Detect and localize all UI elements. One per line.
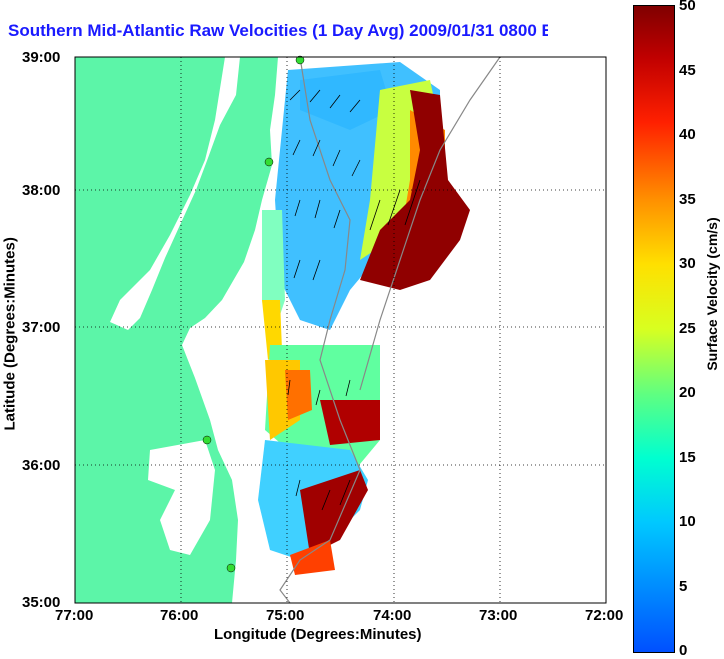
colorbar-tick: 45 [679,62,696,79]
colorbar-tick: 35 [679,191,696,208]
shelf-contour [279,56,501,604]
velocity-arrows [287,89,421,511]
map-frame [74,56,607,604]
colorbar-tick: 40 [679,126,696,143]
colorbar-tick: 50 [679,0,696,14]
colorbar-tick: 30 [679,255,696,272]
colorbar-tick: 20 [679,384,696,401]
lon-tick: 72:00 [585,607,624,624]
colorbar [633,5,675,653]
x-axis-label: Longitude (Degrees:Minutes) [214,626,422,643]
land-mass [75,57,278,603]
colorbar-tick: 10 [679,513,696,530]
y-axis-label: Latitude (Degrees:Minutes) [1,237,19,431]
lat-tick: 36:00 [22,457,61,474]
lon-tick: 76:00 [160,607,199,624]
colorbar-label: Surface Velocity (cm/s) [704,217,720,371]
lat-tick: 37:00 [22,319,61,336]
colorbar-tick: 5 [679,578,688,595]
map-title: Southern Mid-Atlantic Raw Velocities (1 … [8,21,548,40]
bay-water [110,57,240,330]
radar-stations [202,55,305,573]
lat-tick: 35:00 [22,594,61,611]
lon-tick: 77:00 [55,607,94,624]
lon-tick: 75:00 [266,607,305,624]
colorbar-tick: 0 [679,642,688,659]
lon-tick: 74:00 [373,607,412,624]
colorbar-tick: 25 [679,320,696,337]
grid-lines [75,57,606,603]
velocity-field [258,62,470,575]
lon-tick: 73:00 [479,607,518,624]
colorbar-tick: 15 [679,449,696,466]
lat-tick: 39:00 [22,49,61,66]
lat-tick: 38:00 [22,182,61,199]
sound-water [148,440,215,555]
